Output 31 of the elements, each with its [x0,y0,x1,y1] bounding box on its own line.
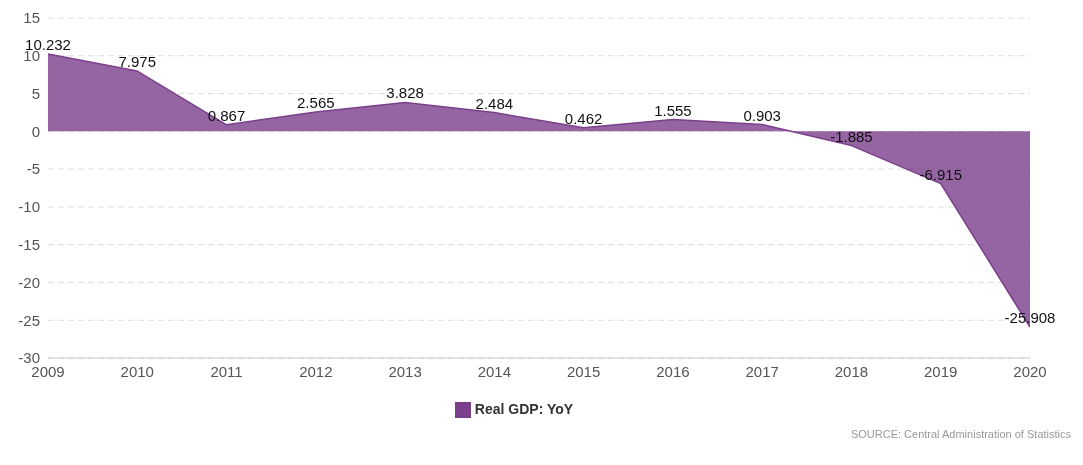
x-tick-label: 2011 [210,362,243,380]
data-label: -6.915 [919,165,962,183]
data-label: 0.462 [564,109,603,127]
y-tick-label: -10 [18,198,40,216]
legend-label: Real GDP: YoY [474,401,574,417]
y-tick-label: 15 [23,9,40,27]
y-tick-label: 5 [31,84,40,102]
y-tick-label: -5 [26,160,40,178]
x-tick-label: 2016 [656,362,690,380]
x-tick-label: 2020 [1013,362,1047,380]
x-tick-label: 2014 [477,362,512,380]
data-label: 0.867 [207,106,246,124]
data-label: 2.484 [475,94,514,112]
x-tick-label: 2017 [745,362,779,380]
x-tick-label: 2012 [299,362,333,380]
y-tick-label: -20 [18,273,40,291]
y-tick-label: -15 [18,235,40,253]
x-tick-label: 2018 [834,362,869,380]
x-tick-label: 2010 [120,362,154,380]
data-label: -1.885 [830,127,873,145]
source-note: SOURCE: Central Administration of Statistics [849,428,1072,440]
y-tick-label: 0 [31,122,40,140]
x-tick-label: 2015 [566,362,601,380]
data-label: 0.903 [743,106,781,124]
data-label: 3.828 [386,84,424,102]
y-tick-label: -25 [18,311,40,329]
data-label: 1.555 [654,101,692,119]
data-label: 2.565 [297,93,335,111]
x-tick-label: 2019 [924,362,958,380]
x-tick-label: 2013 [388,362,422,380]
data-label: 7.975 [118,53,157,71]
